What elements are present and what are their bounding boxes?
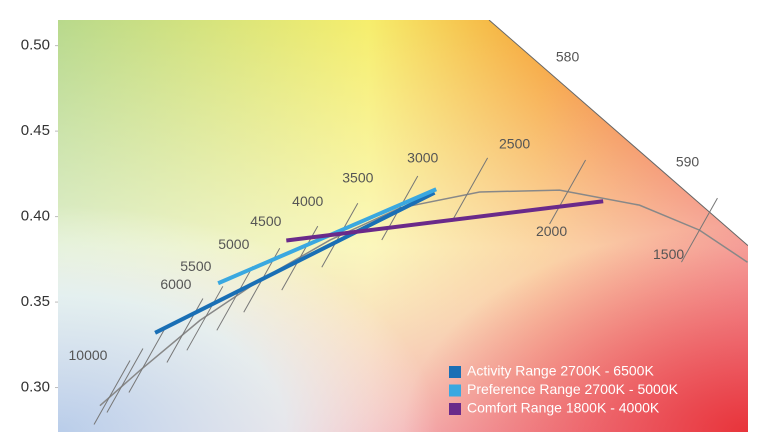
cct-label: 5500 xyxy=(180,258,211,274)
cct-label: 10000 xyxy=(69,347,108,363)
y-tick-label: 0.40 xyxy=(21,208,50,225)
legend-swatch xyxy=(449,384,461,397)
cct-label: 4000 xyxy=(292,193,323,209)
isotherm xyxy=(681,197,718,263)
legend-swatch xyxy=(449,403,461,415)
cct-label: 2500 xyxy=(499,136,530,152)
y-tick-label: 0.45 xyxy=(21,122,50,139)
y-tick-label: 0.35 xyxy=(21,293,50,310)
y-tick-label: 0.30 xyxy=(21,379,50,396)
range-line xyxy=(154,190,436,335)
y-tick-label: 0.50 xyxy=(21,37,50,54)
isotherm xyxy=(451,157,489,223)
isotherm xyxy=(186,286,224,351)
cct-label: 2000 xyxy=(536,223,567,239)
cct-label: 4500 xyxy=(250,213,281,229)
isotherm xyxy=(106,348,144,413)
isotherm xyxy=(166,298,204,363)
cct-label: 6000 xyxy=(160,276,191,292)
isotherm xyxy=(216,266,254,331)
cct-label: 590 xyxy=(676,154,700,170)
isotherm xyxy=(93,360,131,425)
cct-label: 3500 xyxy=(342,170,373,186)
range-line xyxy=(286,199,604,243)
cct-label: 3000 xyxy=(407,150,438,166)
isotherm xyxy=(549,159,587,225)
legend-swatch xyxy=(449,366,461,378)
cct-label: 5000 xyxy=(218,236,249,252)
cct-label: 580 xyxy=(556,48,580,64)
legend-label: Activity Range 2700K - 6500K xyxy=(467,363,654,379)
isotherm xyxy=(128,328,166,393)
cct-label: 1500 xyxy=(653,246,684,262)
spectral-locus xyxy=(488,20,748,247)
legend-label: Comfort Range 1800K - 4000K xyxy=(467,400,660,416)
legend-label: Preference Range 2700K - 5000K xyxy=(467,381,679,397)
